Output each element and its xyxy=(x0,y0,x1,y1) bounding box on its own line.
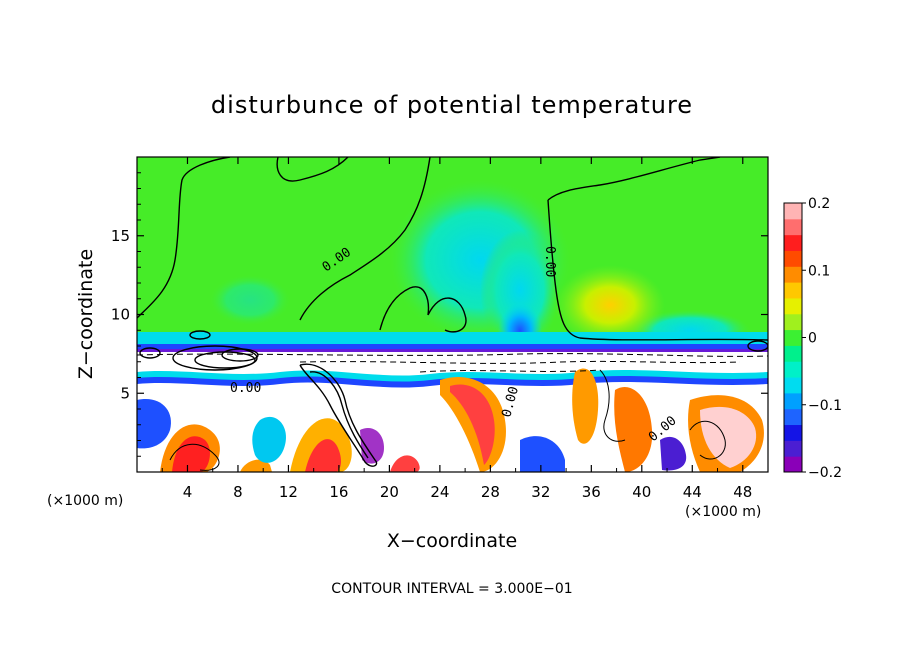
colorbar-tick-label: 0.2 xyxy=(808,196,830,212)
colorbar-swatch xyxy=(784,440,802,457)
colorbar-swatch xyxy=(784,203,802,220)
chart-title: disturbunce of potential temperature xyxy=(211,91,693,119)
contour-loop xyxy=(747,340,768,352)
contour-loop xyxy=(172,345,258,371)
contour-label: 0.00 xyxy=(542,246,557,277)
contour-swirl xyxy=(599,369,626,442)
cool-patch xyxy=(137,399,171,449)
plume xyxy=(700,406,757,468)
cool-patch xyxy=(660,436,687,471)
x-tick-label: 44 xyxy=(683,483,702,501)
x-tick-label: 28 xyxy=(481,483,500,501)
colorbar-swatch xyxy=(784,345,802,362)
colorbar-swatch xyxy=(784,250,802,267)
plot-area: 0.00 0.00 0.00 0.00 0.00 xyxy=(137,157,768,472)
contour-zero xyxy=(137,157,231,319)
contour-zero xyxy=(299,157,431,321)
plume xyxy=(614,386,653,472)
x-tick-label: 8 xyxy=(233,483,243,501)
x-unit-label-right: (×1000 m) xyxy=(685,504,761,520)
colorbar-swatch xyxy=(784,234,802,251)
interface-violet-band xyxy=(137,349,768,352)
x-tick-label: 32 xyxy=(531,483,550,501)
contour-zero xyxy=(547,157,721,201)
interface-cyan-band xyxy=(137,332,768,346)
contour-swirl xyxy=(689,420,726,460)
cool-patch xyxy=(252,416,286,463)
colorbar: 0.2 0.1 0 −0.1 −0.2 xyxy=(783,196,842,481)
contour-lines xyxy=(137,157,768,341)
plume xyxy=(390,455,420,472)
colorbar-swatch xyxy=(784,392,802,410)
contour-dashed xyxy=(299,360,741,364)
x-axis: 4 8 12 16 20 24 28 32 36 40 44 48 xyxy=(161,157,752,501)
contour-loop xyxy=(221,348,259,362)
x-tick-label: 4 xyxy=(183,483,193,501)
y-axis-label: Z−coordinate xyxy=(75,249,97,379)
green-patch xyxy=(210,275,290,325)
colorbar-swatch xyxy=(784,297,802,315)
contour-label: 0.00 xyxy=(230,381,261,396)
plume xyxy=(240,459,272,472)
interface-contours xyxy=(137,330,768,471)
contour-loop xyxy=(139,347,161,359)
cool-patches xyxy=(137,399,687,472)
colorbar-swatch xyxy=(784,377,802,394)
colorbar-tick-label: 0 xyxy=(808,331,817,347)
warm-region xyxy=(555,265,665,345)
contour-zero xyxy=(276,157,349,182)
x-tick-label: 24 xyxy=(430,483,449,501)
contour-swirl xyxy=(309,371,369,459)
colorbar-swatch xyxy=(784,313,802,331)
contour-dashed xyxy=(419,369,601,373)
colorbar-swatch xyxy=(784,282,802,299)
contour-zero xyxy=(379,286,467,333)
contour-loop xyxy=(189,330,211,340)
lower-cyan-band xyxy=(137,370,768,384)
colorbar-tick-label: −0.1 xyxy=(808,398,842,414)
colorbar-tick-label: −0.2 xyxy=(808,465,842,481)
colorbar-swatch xyxy=(784,456,802,473)
x-tick-label: 48 xyxy=(733,483,752,501)
y-tick-label: 15 xyxy=(111,227,130,245)
contour-swirl xyxy=(299,363,378,467)
x-tick-label: 40 xyxy=(632,483,651,501)
y-tick-label: 5 xyxy=(120,384,130,402)
contour-dashed xyxy=(137,353,768,357)
warm-plumes xyxy=(160,368,764,472)
colorbar-tick-label: 0.1 xyxy=(808,263,830,279)
plume xyxy=(450,384,495,465)
interface-blue-band xyxy=(137,344,768,350)
x-tick-label: 16 xyxy=(329,483,348,501)
contour-swirl xyxy=(169,443,220,471)
colorbar-swatch xyxy=(784,408,802,426)
x-tick-label: 12 xyxy=(279,483,298,501)
plume xyxy=(305,439,342,472)
x-unit-label-left: (×1000 m) xyxy=(47,493,123,509)
colorbar-swatch xyxy=(784,361,802,378)
colorbar-swatch xyxy=(784,424,802,441)
cool-patch xyxy=(520,436,565,472)
plume xyxy=(572,368,599,444)
x-axis-label: X−coordinate xyxy=(387,530,517,552)
y-axis: 5 10 15 xyxy=(111,172,768,457)
x-tick-label: 36 xyxy=(582,483,601,501)
contour-interval-note: CONTOUR INTERVAL = 3.000E−01 xyxy=(331,581,572,597)
colorbar-swatch xyxy=(784,266,802,283)
x-tick-label: 20 xyxy=(380,483,399,501)
y-tick-label: 10 xyxy=(111,306,130,324)
colorbar-swatch xyxy=(784,218,802,236)
colorbar-swatch xyxy=(784,329,802,346)
contour-zero xyxy=(547,199,768,341)
